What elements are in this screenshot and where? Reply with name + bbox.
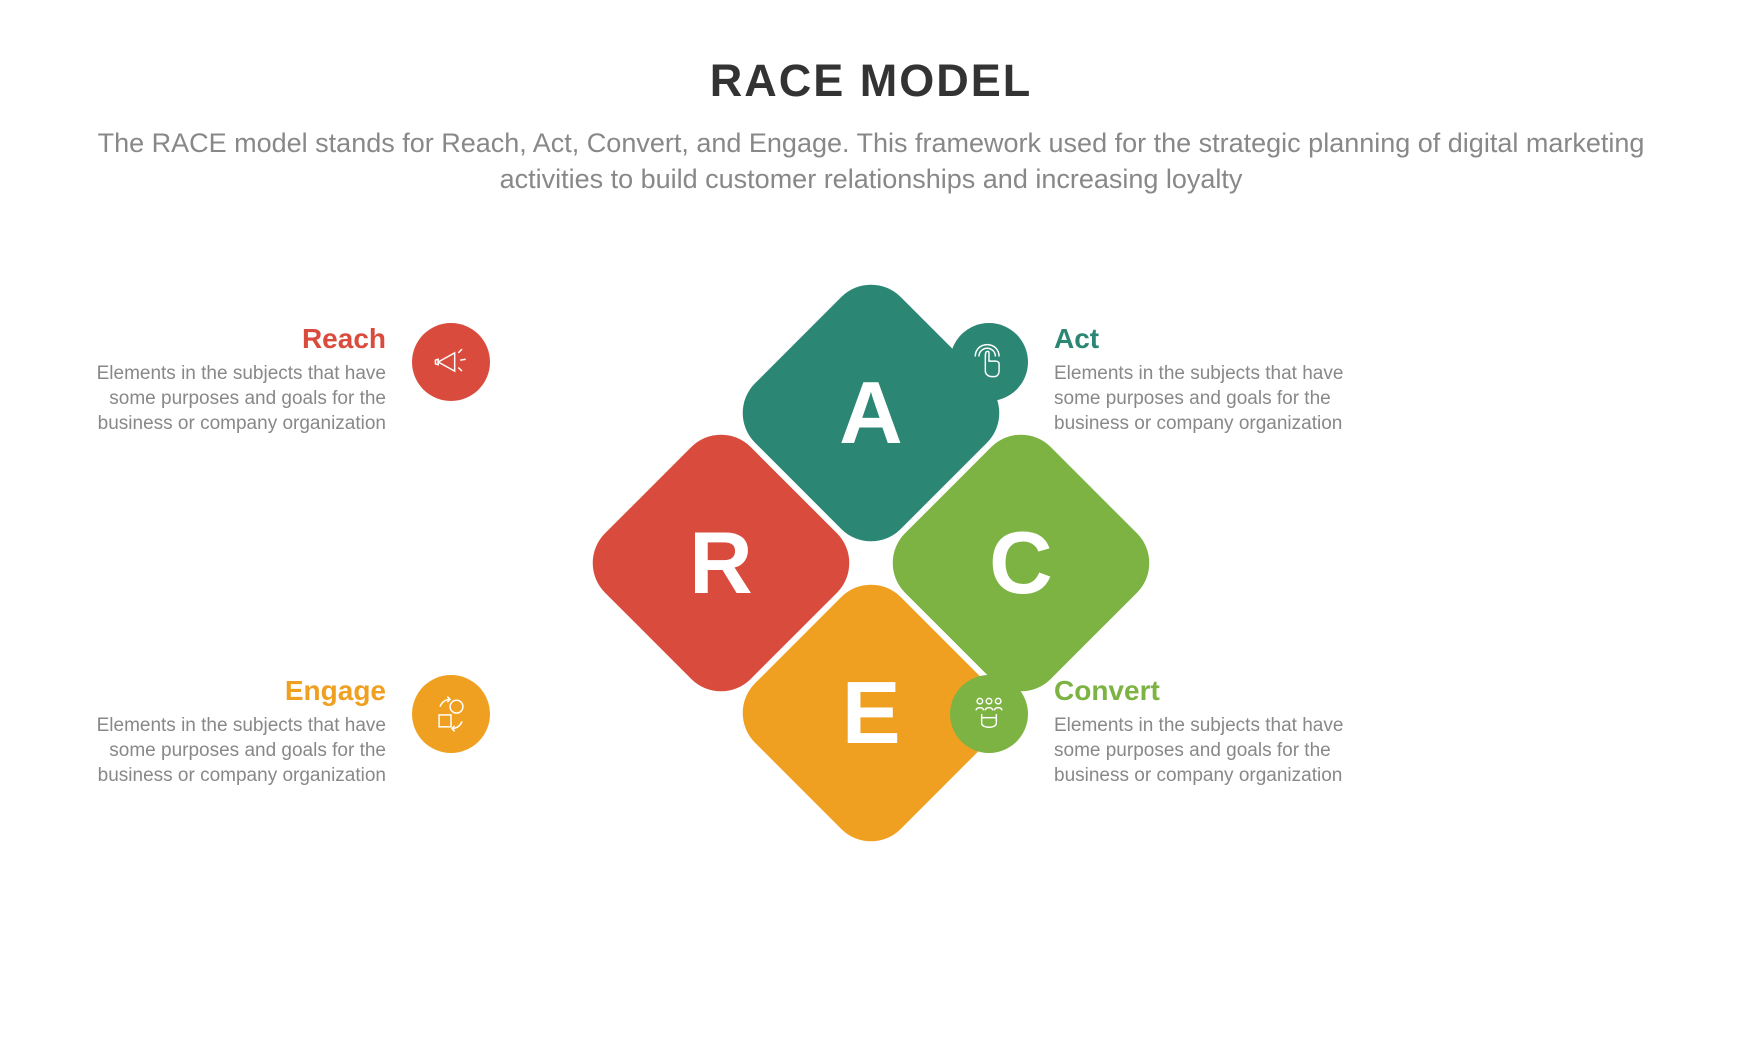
callout-desc-reach: Elements in the subjects that have some … — [90, 361, 386, 436]
callout-desc-act: Elements in the subjects that have some … — [1054, 361, 1350, 436]
race-diamond-diagram: A R C E — [621, 550, 1121, 1050]
callout-convert: Convert Elements in the subjects that ha… — [950, 675, 1350, 788]
diamond-letter-e: E — [842, 662, 901, 764]
callout-title-reach: Reach — [90, 323, 386, 355]
callout-title-act: Act — [1054, 323, 1350, 355]
diamond-letter-r: R — [689, 512, 753, 614]
page-subtitle: The RACE model stands for Reach, Act, Co… — [91, 125, 1651, 198]
callout-title-engage: Engage — [90, 675, 386, 707]
diamond-letter-c: C — [989, 512, 1053, 614]
people-magnet-icon — [950, 675, 1028, 753]
diamond-letter-a: A — [839, 362, 903, 464]
callout-act: Act Elements in the subjects that have s… — [950, 323, 1350, 436]
callout-desc-engage: Elements in the subjects that have some … — [90, 713, 386, 788]
callout-desc-convert: Elements in the subjects that have some … — [1054, 713, 1350, 788]
cycle-shapes-icon — [412, 675, 490, 753]
callout-title-convert: Convert — [1054, 675, 1350, 707]
megaphone-icon — [412, 323, 490, 401]
tap-icon — [950, 323, 1028, 401]
callout-engage: Engage Elements in the subjects that hav… — [90, 675, 490, 788]
callout-reach: Reach Elements in the subjects that have… — [90, 323, 490, 436]
page-title: RACE MODEL — [0, 55, 1742, 107]
